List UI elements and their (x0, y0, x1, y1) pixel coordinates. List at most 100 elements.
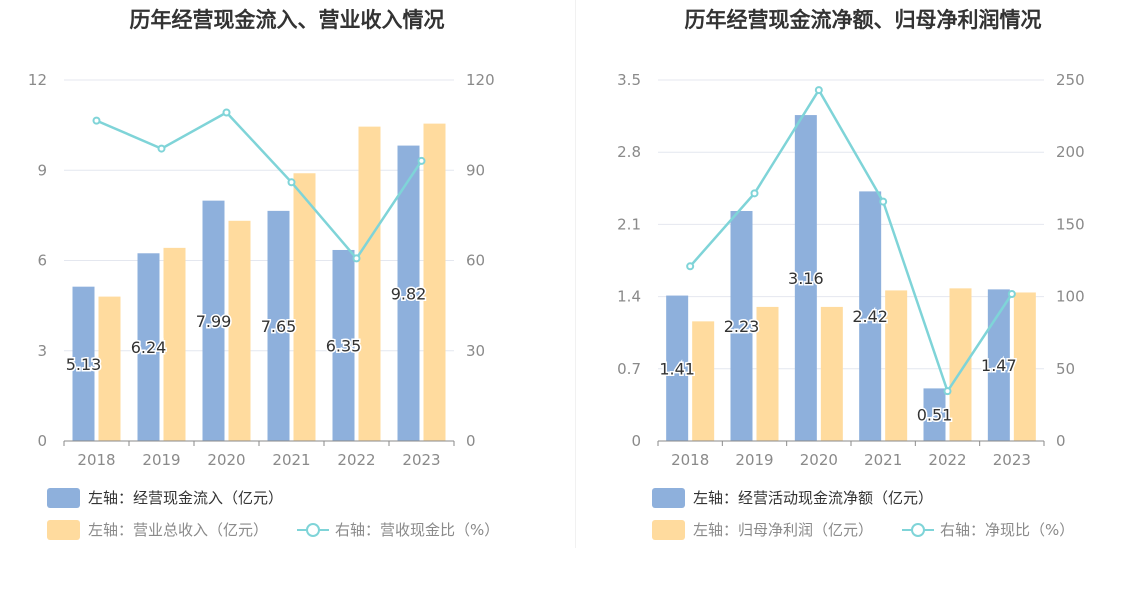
chart-title: 历年经营现金流入、营业收入情况 (129, 8, 445, 32)
y-right-tick-label: 0 (1056, 432, 1066, 450)
y-left-tick-label: 2.8 (617, 143, 641, 161)
legend-label: 左轴：经营活动现金流净额（亿元） (693, 489, 934, 507)
y-left-tick-label: 2.1 (617, 215, 641, 233)
legend-item-series-2[interactable]: 左轴：营业总收入（亿元） (47, 519, 268, 540)
y-left-tick-label: 0 (37, 432, 47, 450)
bar-value-label: 5.13 (66, 355, 102, 374)
panel-divider (575, 0, 576, 548)
legend-item-series-2[interactable]: 左轴：归母净利润（亿元） (652, 519, 873, 540)
bar-value-label: 7.99 (196, 312, 232, 331)
y-right-tick-label: 30 (466, 342, 485, 360)
bar-blue (72, 286, 95, 441)
bar-orange (756, 306, 779, 441)
bar-orange (423, 123, 446, 441)
bar-orange (163, 247, 186, 441)
chart-plot: 0 0 0.7 50 1.4 100 2.1 150 2.8 200 3.5 250 2018 2019 2… (617, 71, 1085, 469)
x-tick-label: 2020 (207, 451, 245, 469)
legend-swatch-bar-blue (47, 487, 80, 508)
y-right-tick-label: 100 (1056, 288, 1085, 306)
line-point (943, 387, 952, 396)
x-tick-label: 2023 (402, 451, 440, 469)
x-tick-label: 2020 (800, 451, 838, 469)
bar-orange (692, 321, 715, 441)
bar-blue (332, 249, 355, 441)
y-right-tick-label: 150 (1056, 215, 1085, 233)
bar-orange (820, 306, 843, 441)
legend-swatch-bar-orange (652, 519, 685, 540)
bar-value-label: 7.65 (261, 317, 297, 336)
line-point (287, 178, 296, 187)
bar-blue (267, 210, 290, 441)
line-point (222, 108, 231, 117)
legend-item-series-3[interactable]: 右轴：营收现金比（%） (297, 519, 499, 540)
legend-item-series-3[interactable]: 右轴：净现比（%） (902, 519, 1074, 540)
legend-label: 左轴：营业总收入（亿元） (88, 521, 269, 539)
bar-orange (1013, 292, 1036, 441)
chart-panel-cash-inflow: 历年经营现金流入、营业收入情况 0 0 3 30 6 60 9 90 12 120 2018 2019… (28, 8, 499, 540)
line-point (92, 116, 101, 125)
line-point (352, 254, 361, 263)
chart-panel-net-cash-flow: 历年经营现金流净额、归母净利润情况 0 0 0.7 50 1.4 100 2.1 150 2.8… (576, 0, 1148, 589)
bar-value-label: 3.16 (788, 269, 824, 288)
legend-swatch-bar-blue (652, 487, 685, 508)
y-left-tick-label: 9 (37, 161, 47, 179)
y-right-tick-label: 50 (1056, 360, 1075, 378)
bar-value-label: 2.23 (724, 317, 760, 336)
bar-orange (949, 288, 972, 441)
legend-item-series-1[interactable]: 左轴：经营活动现金流净额（亿元） (652, 487, 933, 508)
line-point (750, 189, 759, 198)
y-left-tick-label: 3.5 (617, 71, 641, 89)
legend-item-series-1[interactable]: 左轴：经营现金流入（亿元） (47, 487, 283, 508)
legend-label: 左轴：归母净利润（亿元） (693, 521, 874, 539)
y-right-tick-label: 250 (1056, 71, 1085, 89)
bar-blue (987, 289, 1010, 441)
bar-orange (228, 220, 251, 441)
bar-orange (885, 290, 908, 441)
y-right-tick-label: 120 (466, 71, 495, 89)
bar-value-label: 9.82 (391, 284, 427, 303)
y-left-tick-label: 1.4 (617, 288, 641, 306)
legend-label: 左轴：经营现金流入（亿元） (88, 489, 284, 507)
legend-swatch-bar-orange (47, 519, 80, 540)
bar-orange (358, 126, 381, 442)
bar-blue (730, 210, 753, 441)
line-point (814, 86, 823, 95)
bar-blue (137, 253, 160, 441)
bar-blue (923, 388, 946, 441)
legend-label: 右轴：净现比（%） (940, 521, 1075, 539)
y-right-tick-label: 60 (466, 252, 485, 270)
x-tick-label: 2019 (735, 451, 773, 469)
line-point (1007, 290, 1016, 299)
line-point (417, 156, 426, 165)
line-point (879, 197, 888, 206)
chart-title: 历年经营现金流净额、归母净利润情况 (684, 8, 1042, 32)
y-left-tick-label: 3 (37, 342, 47, 360)
bar-value-label: 6.24 (131, 338, 167, 357)
x-tick-label: 2022 (928, 451, 966, 469)
x-tick-label: 2018 (77, 451, 115, 469)
legend-line-marker-icon (902, 522, 934, 537)
x-tick-label: 2018 (671, 451, 709, 469)
bar-value-label: 6.35 (326, 336, 362, 355)
line-point (686, 262, 695, 271)
legend-label: 右轴：营收现金比（%） (335, 521, 500, 539)
x-tick-label: 2019 (142, 451, 180, 469)
x-tick-label: 2021 (272, 451, 310, 469)
y-right-tick-label: 90 (466, 161, 485, 179)
line-point (157, 144, 166, 153)
y-left-tick-label: 12 (28, 71, 47, 89)
y-right-tick-label: 0 (466, 432, 476, 450)
bar-value-label: 1.47 (981, 356, 1017, 375)
x-tick-label: 2023 (993, 451, 1031, 469)
bar-orange (98, 296, 121, 441)
bar-value-label: 1.41 (659, 359, 695, 378)
bar-value-label: 2.42 (852, 307, 888, 326)
chart-plot: 0 0 3 30 6 60 9 90 12 120 2018 2019 2020 2021 2022 2023… (28, 71, 495, 469)
bar-blue (794, 115, 817, 441)
y-right-tick-label: 200 (1056, 143, 1085, 161)
y-left-tick-label: 0.7 (617, 360, 641, 378)
bar-blue (666, 295, 689, 441)
bar-value-label: 0.51 (917, 406, 953, 425)
line-series-ratio (689, 87, 1013, 394)
bar-orange (293, 173, 316, 441)
